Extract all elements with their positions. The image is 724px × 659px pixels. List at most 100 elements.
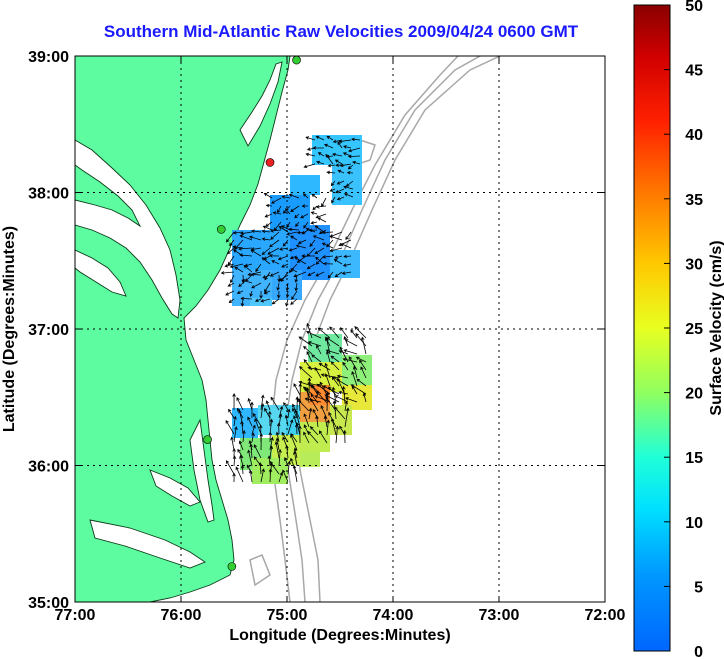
velocity-arrow bbox=[240, 464, 245, 475]
velocity-arrow bbox=[240, 231, 253, 236]
velocity-arrow bbox=[282, 469, 289, 483]
velocity-arrow bbox=[234, 266, 244, 273]
velocity-arrow bbox=[287, 460, 291, 475]
velocity-arrow bbox=[250, 272, 262, 277]
velocity-arrow bbox=[346, 171, 354, 175]
velocity-arrow bbox=[274, 441, 280, 459]
velocity-arrow bbox=[240, 420, 244, 435]
velocity-arrow bbox=[327, 163, 336, 168]
velocity-arrow bbox=[344, 339, 358, 347]
velocity-arrow bbox=[347, 154, 361, 159]
velocity-arrow bbox=[283, 401, 289, 411]
velocity-arrow bbox=[336, 180, 345, 185]
velocity-arrow bbox=[303, 431, 310, 444]
velocity-arrow bbox=[271, 298, 280, 305]
velocity-arrow bbox=[227, 282, 235, 287]
velocity-arrow bbox=[285, 290, 290, 298]
velocity-arrow bbox=[252, 413, 262, 427]
velocity-arrow bbox=[265, 203, 273, 208]
velocity-arrow bbox=[270, 228, 282, 233]
velocity-arrow bbox=[311, 193, 318, 199]
x-axis: 77:00 76:00 75:00 74:00 73:00 72:00 bbox=[55, 56, 626, 624]
velocity-arrow bbox=[260, 468, 265, 483]
velocity-arrow bbox=[338, 139, 352, 144]
velocity-arrow bbox=[347, 164, 354, 170]
velocity-arrow bbox=[224, 263, 235, 268]
velocity-arrow bbox=[311, 354, 322, 363]
velocity-arrow bbox=[259, 290, 263, 299]
velocity-arrow bbox=[306, 351, 313, 363]
velocity-arrow bbox=[341, 385, 346, 404]
velocity-arrow bbox=[317, 152, 325, 157]
colorbar-tick-label: 5 bbox=[694, 579, 703, 596]
velocity-arrow bbox=[251, 282, 262, 289]
velocity-arrow bbox=[317, 217, 327, 223]
x-tick-label: 74:00 bbox=[373, 607, 414, 624]
velocity-arrow bbox=[295, 221, 300, 228]
velocity-arrow bbox=[323, 415, 328, 428]
x-tick-label: 75:00 bbox=[267, 607, 308, 624]
velocity-arrow bbox=[334, 406, 346, 420]
velocity-arrow bbox=[251, 432, 255, 443]
colorbar-tick-label: 25 bbox=[685, 321, 703, 338]
velocity-arrow bbox=[271, 260, 280, 265]
velocity-arrow bbox=[236, 290, 244, 294]
velocity-arrow bbox=[334, 159, 343, 165]
velocity-arrow bbox=[290, 298, 298, 305]
velocity-arrow bbox=[269, 445, 274, 459]
velocity-arrow bbox=[298, 336, 313, 347]
velocity-arrow bbox=[251, 229, 262, 234]
velocity-arrow bbox=[236, 397, 244, 411]
velocity-arrow bbox=[331, 376, 349, 387]
colorbar-tick-label: 50 bbox=[685, 0, 703, 15]
velocity-arrow bbox=[359, 359, 367, 371]
velocity-arrow bbox=[276, 422, 281, 435]
velocity-arrow bbox=[338, 390, 349, 395]
velocity-arrow bbox=[295, 396, 299, 411]
velocity-arrow bbox=[310, 211, 318, 215]
colorbar-label: Surface Velocity (cm/s) bbox=[708, 240, 724, 415]
velocity-arrow bbox=[261, 237, 271, 241]
velocity-arrow bbox=[264, 213, 273, 218]
velocity-arrow bbox=[342, 429, 347, 444]
velocity-arrow bbox=[229, 239, 235, 247]
velocity-arrow bbox=[288, 227, 300, 232]
velocity-arrow bbox=[329, 188, 336, 192]
velocity-arrow bbox=[290, 433, 298, 451]
velocity-arrow bbox=[335, 425, 340, 444]
velocity-arrow bbox=[288, 247, 298, 252]
velocity-arrow bbox=[247, 449, 253, 467]
velocity-arrow bbox=[332, 152, 343, 157]
velocity-arrow bbox=[282, 239, 289, 247]
velocity-arrow bbox=[310, 220, 318, 225]
velocity-arrow bbox=[249, 290, 253, 298]
velocity-arrow bbox=[276, 282, 280, 291]
y-tick-label: 35:00 bbox=[28, 595, 69, 612]
velocity-arrow bbox=[290, 268, 298, 273]
velocity-arrow bbox=[250, 401, 254, 418]
velocity-arrow bbox=[307, 366, 322, 371]
velocity-arrow bbox=[240, 298, 245, 307]
velocity-arrow bbox=[307, 377, 312, 396]
velocity-arrow bbox=[343, 193, 354, 198]
velocity-arrow bbox=[292, 407, 298, 419]
velocity-arrow bbox=[265, 400, 271, 411]
velocity-arrow bbox=[260, 403, 265, 419]
colorbar-tick-label: 30 bbox=[685, 256, 703, 273]
colorbar-tick-label: 10 bbox=[685, 515, 703, 532]
velocity-arrow bbox=[329, 235, 343, 241]
velocity-arrow bbox=[264, 407, 271, 419]
velocity-arrow bbox=[314, 366, 322, 379]
velocity-arrow bbox=[261, 229, 271, 234]
velocity-arrow bbox=[260, 298, 271, 303]
velocity-arrow bbox=[341, 271, 352, 275]
velocity-arrow bbox=[241, 279, 253, 284]
velocity-arrow bbox=[321, 230, 334, 235]
velocity-arrow bbox=[269, 271, 280, 277]
velocity-arrow bbox=[232, 393, 236, 411]
velocity-arrow bbox=[319, 381, 328, 396]
velocity-arrow bbox=[288, 263, 298, 274]
velocity-arrow bbox=[321, 242, 334, 249]
velocity-arrow bbox=[316, 390, 328, 404]
velocity-arrow bbox=[270, 396, 280, 411]
